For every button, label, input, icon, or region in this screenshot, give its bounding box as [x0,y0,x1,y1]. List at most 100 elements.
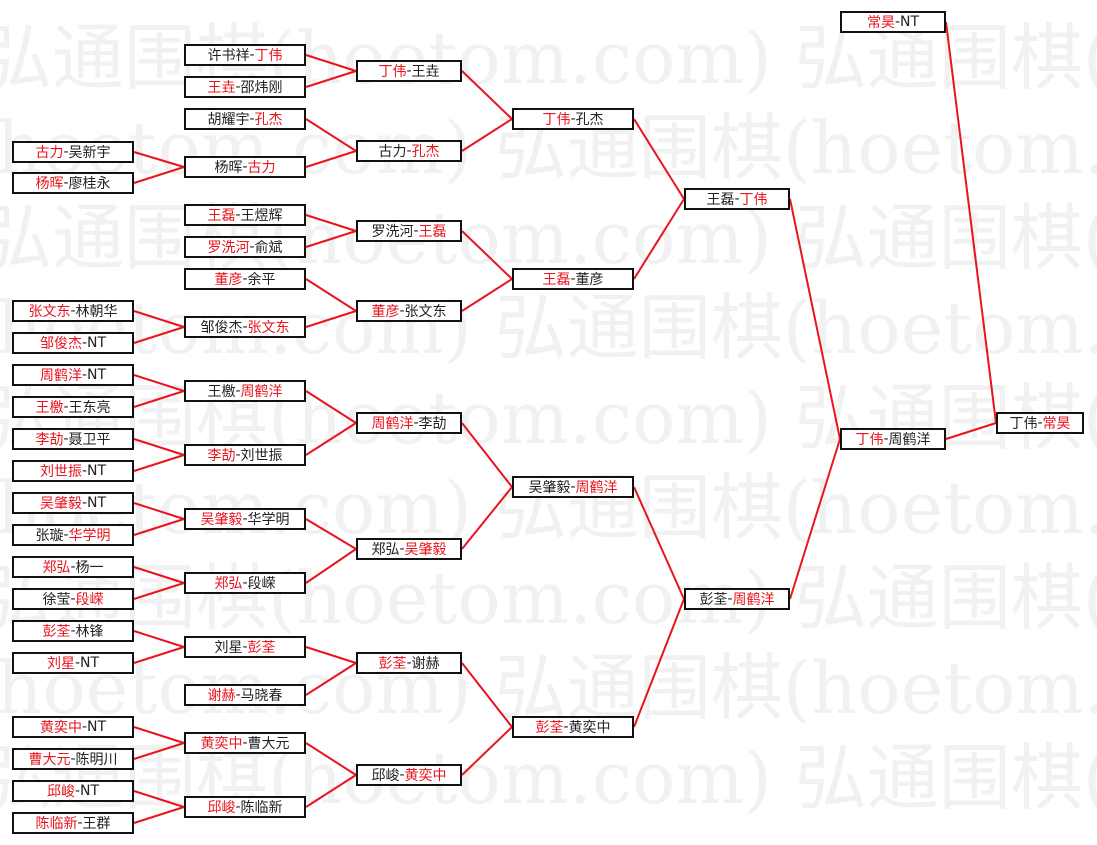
player-b: 邵炜刚 [240,80,283,96]
bracket-connector [461,662,513,728]
bracket-connector [305,390,357,424]
separator: - [570,111,576,127]
bracket-connector [305,70,357,88]
player-a: 郑弘 [371,542,400,558]
separator: - [74,655,81,671]
bracket-connector [133,742,185,760]
player-b: 周鹤洋 [575,480,618,496]
separator: - [242,159,248,175]
bracket-connector [461,230,513,280]
player-b: NT [900,14,920,30]
bracket-connector [305,422,357,456]
separator: - [413,223,419,239]
match-box: 谢赫 - 马晓春 [184,684,306,706]
match-box: 徐莹 - 段嵘 [12,588,134,610]
match-box: 古力 - 孔杰 [356,140,462,162]
player-b: 周鹤洋 [888,432,931,448]
player-a: 邱峻 [207,800,236,816]
player-b: NT [87,719,107,735]
separator: - [249,111,255,127]
match-box: 吴肇毅 - NT [12,492,134,514]
bracket-connector [133,151,185,168]
player-a: 邱峻 [46,784,75,800]
player-b: 刘世振 [240,448,283,464]
separator: - [235,207,241,223]
separator: - [242,319,248,335]
bracket-connector [133,790,185,808]
player-a: 吴肇毅 [200,512,243,528]
bracket-connector [305,54,357,72]
player-a: 刘世振 [39,464,82,480]
player-b: 王垚 [411,64,440,80]
player-b: 张文东 [404,304,447,320]
player-b: NT [87,367,107,383]
bracket-connector [305,118,357,152]
player-b: 黄奕中 [568,720,611,736]
match-box: 黄奕中 - 曹大元 [184,732,306,754]
separator: - [249,47,255,63]
player-b: 古力 [247,160,276,176]
separator: - [570,271,576,287]
bracket-connector [633,486,685,600]
player-b: 段嵘 [75,592,104,608]
player-a: 陈临新 [35,816,78,832]
player-a: 常昊 [866,15,895,31]
player-a: 王檄 [207,384,236,400]
match-box: 邱峻 - 陈临新 [184,796,306,818]
player-a: 曹大元 [28,752,71,768]
player-a: 李劼 [35,432,64,448]
separator: - [63,527,69,543]
match-box: 王檄 - 王东亮 [12,396,134,418]
player-b: 谢赫 [411,656,440,672]
separator: - [242,575,248,591]
player-b: NT [87,335,107,351]
player-a: 王磊 [706,192,735,208]
separator: - [81,335,88,351]
separator: - [63,144,69,160]
match-box: 张文东 - 林朝华 [12,300,134,322]
bracket-connector [789,198,841,440]
match-box: 李劼 - 刘世振 [184,444,306,466]
match-box: 古力 - 吴新宇 [12,141,134,163]
match-box: 杨晖 - 廖桂永 [12,172,134,194]
separator: - [399,541,405,557]
bracket-connector [133,326,185,344]
bracket-connector [305,662,357,696]
separator: - [81,495,88,511]
player-b: 聂卫平 [68,432,111,448]
match-box: 吴肇毅 - 周鹤洋 [512,476,634,498]
player-a: 董彦 [214,272,243,288]
separator: - [399,303,405,319]
match-box: 邹俊杰 - 张文东 [184,316,306,338]
bracket-connector [133,166,185,184]
bracket-connector [133,726,185,744]
player-a: 黄奕中 [39,720,82,736]
match-box: 吴肇毅 - 华学明 [184,508,306,530]
match-box: 丁伟 - 周鹤洋 [840,428,946,450]
separator: - [70,559,76,575]
player-a: 彭荃 [535,720,564,736]
bracket-connector [133,390,185,408]
player-b: 俞斌 [254,240,283,256]
player-a: 罗洗河 [207,240,250,256]
bracket-connector [133,518,185,536]
match-box: 郑弘 - 段嵘 [184,572,306,594]
match-box: 杨晖 - 古力 [184,156,306,178]
player-a: 周鹤洋 [371,416,414,432]
bracket-connector [305,518,357,550]
bracket-connector [133,646,185,664]
match-box: 罗洗河 - 王磊 [356,220,462,242]
player-b: NT [87,463,107,479]
bracket-connector [305,548,357,584]
bracket-connector [133,582,185,600]
player-b: 王东亮 [68,400,111,416]
player-a: 郑弘 [214,576,243,592]
player-b: 王煜辉 [240,208,283,224]
separator: - [406,655,412,671]
player-a: 张璇 [35,528,64,544]
player-a: 邹俊杰 [39,336,82,352]
separator: - [63,399,69,415]
player-a: 王檄 [35,400,64,416]
